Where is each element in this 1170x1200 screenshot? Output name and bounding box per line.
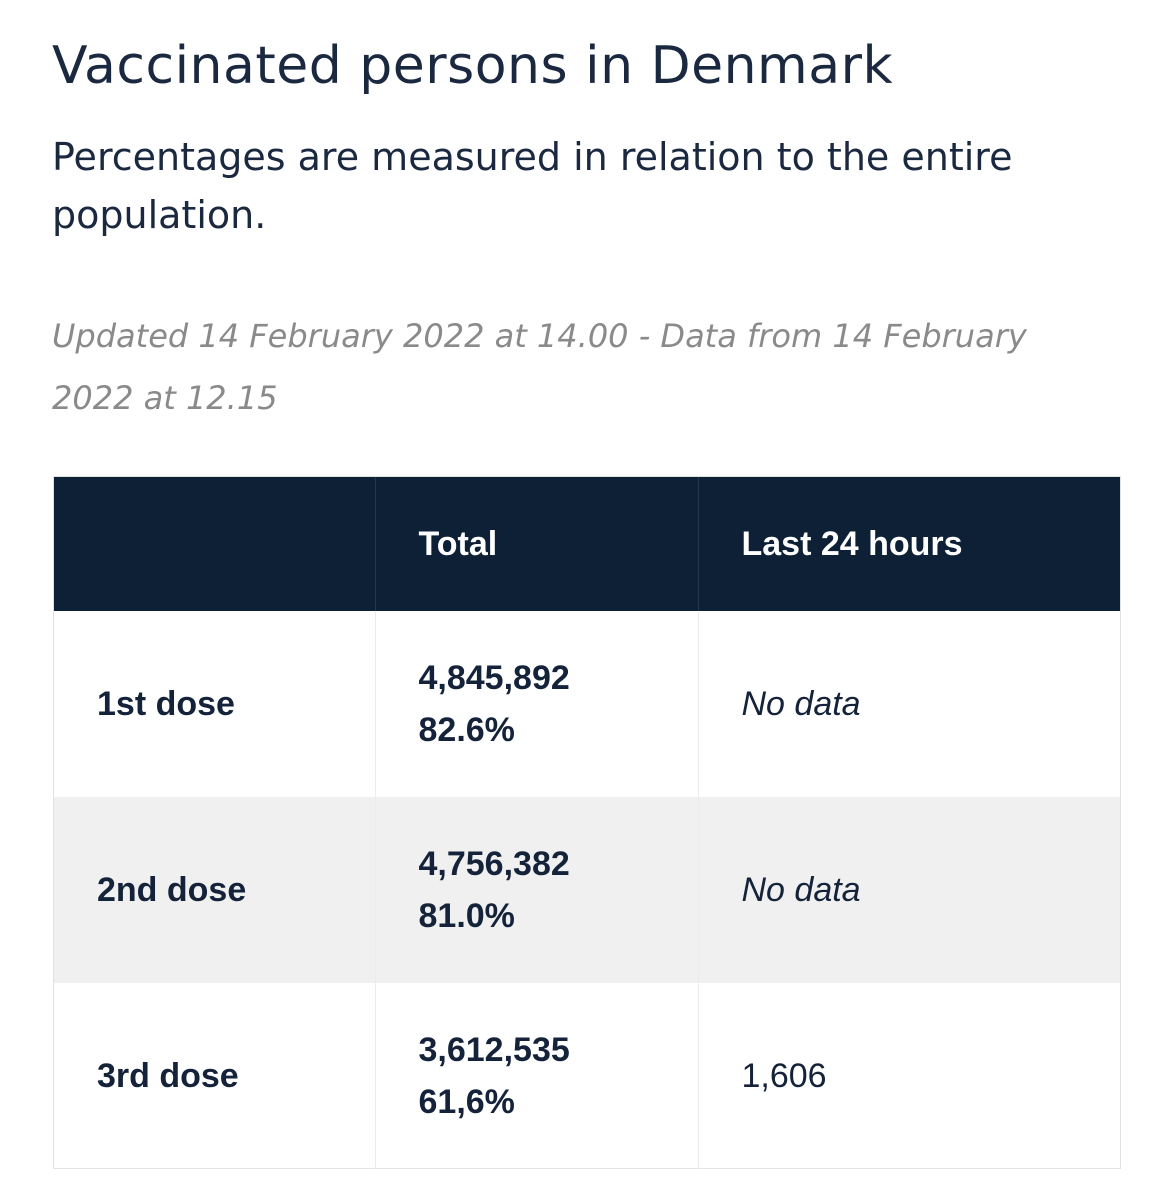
total-cell: 4,845,892 82.6%	[375, 611, 699, 797]
last-24h-value: No data	[741, 684, 861, 723]
total-cell: 4,756,382 81.0%	[375, 797, 699, 983]
total-percentage: 61,6%	[418, 1083, 515, 1121]
table-header: Total Last 24 hours	[54, 477, 1120, 611]
column-header-empty	[54, 477, 376, 611]
total-count: 3,612,535	[418, 1031, 570, 1069]
last-24h-value: No data	[741, 870, 861, 909]
last-24h-value: 1,606	[741, 1056, 827, 1095]
dose-label: 1st dose	[54, 611, 376, 797]
total-count: 4,756,382	[418, 845, 570, 883]
updated-timestamp: Updated 14 February 2022 at 14.00 - Data…	[52, 317, 1027, 417]
column-header-total: Total	[375, 477, 699, 611]
table-row-2nd-dose: 2nd dose 4,756,382 81.0% No data	[54, 797, 1120, 983]
column-header-last-24-hours: Last 24 hours	[741, 524, 963, 563]
vaccination-table: Total Last 24 hours 1st dose 4,845,892 8…	[53, 476, 1121, 1169]
total-cell: 3,612,535 61,6%	[375, 983, 699, 1169]
total-percentage: 81.0%	[418, 897, 515, 935]
table-row-1st-dose: 1st dose 4,845,892 82.6% No data	[54, 611, 1120, 797]
dose-label: 2nd dose	[54, 797, 376, 983]
dose-label: 3rd dose	[54, 983, 376, 1169]
page-title: Vaccinated persons in Denmark	[52, 36, 894, 96]
total-percentage: 82.6%	[418, 711, 515, 749]
vaccination-table-grid: Total Last 24 hours 1st dose 4,845,892 8…	[54, 477, 1120, 1169]
table-header-row: Total Last 24 hours	[54, 477, 1120, 611]
table-row-3rd-dose: 3rd dose 3,612,535 61,6% 1,606	[54, 983, 1120, 1169]
page-subtitle: Percentages are measured in relation to …	[52, 135, 1013, 237]
total-count: 4,845,892	[418, 659, 570, 697]
table-body: 1st dose 4,845,892 82.6% No data 2nd dos…	[54, 611, 1120, 1169]
